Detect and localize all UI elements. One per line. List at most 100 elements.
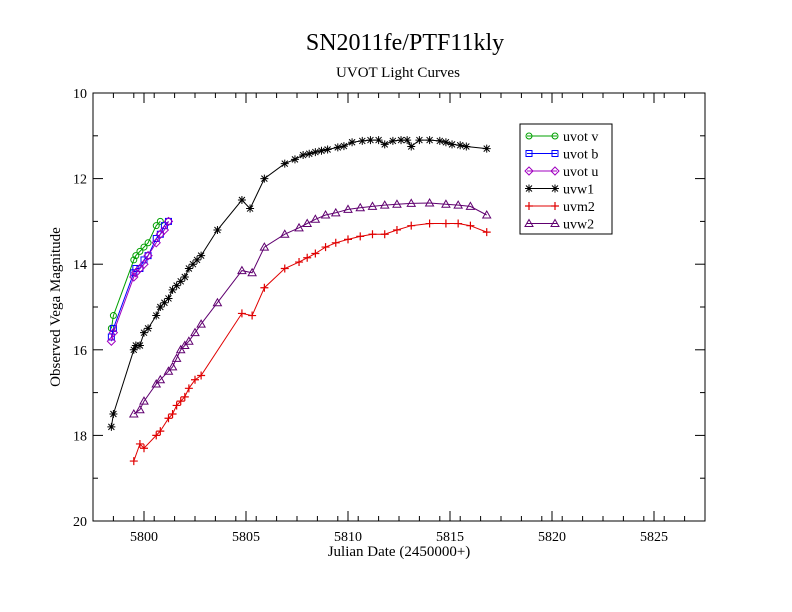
data-point-uvm2	[331, 238, 340, 247]
y-tick-label: 14	[73, 258, 87, 273]
data-point-uvw1	[188, 260, 197, 269]
data-point-uvw1	[317, 146, 326, 155]
data-point-uvw1	[135, 341, 144, 350]
data-point-uvot-v	[130, 256, 138, 264]
series-line-uvot-u	[110, 221, 169, 342]
data-point-uvot-b	[130, 269, 138, 277]
y-tick-label: 10	[73, 87, 87, 102]
data-point-uvw1	[160, 298, 169, 307]
y-tick-label: 16	[73, 344, 87, 359]
data-point-uvw1	[305, 149, 314, 158]
data-point-uvw1	[425, 136, 434, 145]
legend-marker-left	[525, 184, 533, 193]
legend-marker-left	[525, 132, 533, 140]
series-uvot-u	[106, 216, 174, 346]
data-point-uvot-b	[164, 217, 172, 225]
series-uvm2	[129, 219, 491, 466]
y-tick-label: 12	[73, 173, 87, 188]
data-point-uvw2	[167, 361, 178, 371]
series-layer	[106, 136, 492, 466]
data-point-uvw1	[374, 136, 383, 145]
data-point-uvot-v	[144, 239, 152, 247]
legend-label: uvot b	[563, 148, 598, 163]
legend-marker-left	[525, 202, 533, 210]
data-point-uvw2	[247, 267, 257, 277]
data-point-uvm2	[380, 230, 389, 239]
data-point-uvw2	[481, 209, 492, 219]
data-point-uvot-v	[109, 312, 117, 320]
data-point-uvw1	[164, 294, 173, 303]
data-point-uvw1	[237, 196, 246, 204]
data-point-uvot-v	[140, 243, 148, 251]
data-point-uvw1	[333, 143, 342, 152]
data-point-uvot-b	[152, 235, 160, 243]
data-point-uvw1	[172, 281, 181, 290]
data-point-uvw2	[302, 218, 313, 228]
data-point-uvw2	[179, 340, 190, 350]
data-point-uvot-u	[108, 327, 119, 338]
x-tick-label: 5810	[334, 530, 362, 545]
data-point-uvm2	[466, 221, 475, 230]
data-point-uvm2	[454, 219, 463, 228]
data-point-uvw1	[180, 273, 189, 282]
data-point-uvot-u	[139, 259, 149, 269]
data-point-uvw1	[448, 140, 457, 149]
data-point-uvm2	[152, 431, 161, 440]
legend-marker-right	[551, 132, 559, 140]
data-point-uvm2	[441, 219, 450, 228]
plot-frame	[92, 92, 706, 522]
data-point-uvot-u	[143, 250, 153, 261]
x-axis-label: Julian Date (2450000+)	[328, 544, 471, 560]
data-point-uvot-v	[156, 217, 164, 225]
data-point-uvw1	[435, 136, 444, 145]
data-point-uvw1	[131, 341, 140, 350]
data-point-uvm2	[392, 225, 401, 234]
legend-box	[519, 123, 613, 235]
data-point-uvw2	[406, 198, 417, 207]
data-point-uvw1	[290, 155, 299, 164]
data-point-uvot-u	[106, 336, 117, 346]
data-point-uvm2	[248, 311, 257, 320]
data-point-uvm2	[344, 235, 352, 244]
x-tick-label: 5825	[640, 530, 668, 545]
data-point-uvw2	[212, 297, 223, 307]
data-point-uvw2	[330, 207, 341, 217]
data-point-uvw1	[323, 145, 332, 154]
data-point-uvot-v	[152, 222, 160, 230]
data-point-uvw1	[168, 285, 177, 294]
data-point-uvw2	[465, 201, 476, 210]
y-axis-label: Observed Vega Magnitude	[48, 227, 64, 387]
series-line-uvot-b	[110, 221, 169, 338]
data-point-uvw1	[197, 251, 206, 260]
legend-marker-right	[551, 150, 559, 157]
data-point-uvw2	[392, 199, 402, 208]
data-point-uvw2	[135, 404, 145, 414]
data-point-uvw1	[280, 159, 289, 168]
data-point-uvw2	[171, 353, 182, 362]
legend-item-uvot-v: uvot v	[525, 130, 598, 145]
data-point-uvw2	[175, 344, 186, 354]
data-point-uvm2	[303, 253, 312, 262]
chart-title: SN2011fe/PTF11kly	[306, 30, 504, 56]
data-point-uvw2	[320, 209, 331, 219]
data-point-uvw2	[453, 200, 464, 209]
data-point-uvw1	[260, 174, 269, 183]
series-line-uvot-v	[110, 221, 161, 329]
y-tick-label: 20	[73, 515, 87, 530]
data-point-uvw1	[152, 311, 161, 320]
data-point-uvm2	[140, 444, 148, 453]
data-point-uvm2	[156, 427, 165, 436]
data-point-uvw1	[299, 151, 308, 160]
data-point-uvw1	[388, 136, 397, 145]
data-point-uvw2	[237, 265, 247, 275]
data-point-uvm2	[164, 414, 173, 423]
y-tick-label: 18	[73, 429, 87, 444]
data-point-uvm2	[407, 221, 416, 230]
series-line-uvm2	[133, 223, 487, 462]
data-point-uvw2	[343, 204, 353, 213]
data-point-uvw1	[380, 140, 389, 149]
series-uvot-v	[107, 217, 164, 332]
data-point-uvw1	[348, 138, 357, 147]
legend-marker-left	[525, 150, 533, 157]
data-point-uvm2	[129, 457, 138, 466]
